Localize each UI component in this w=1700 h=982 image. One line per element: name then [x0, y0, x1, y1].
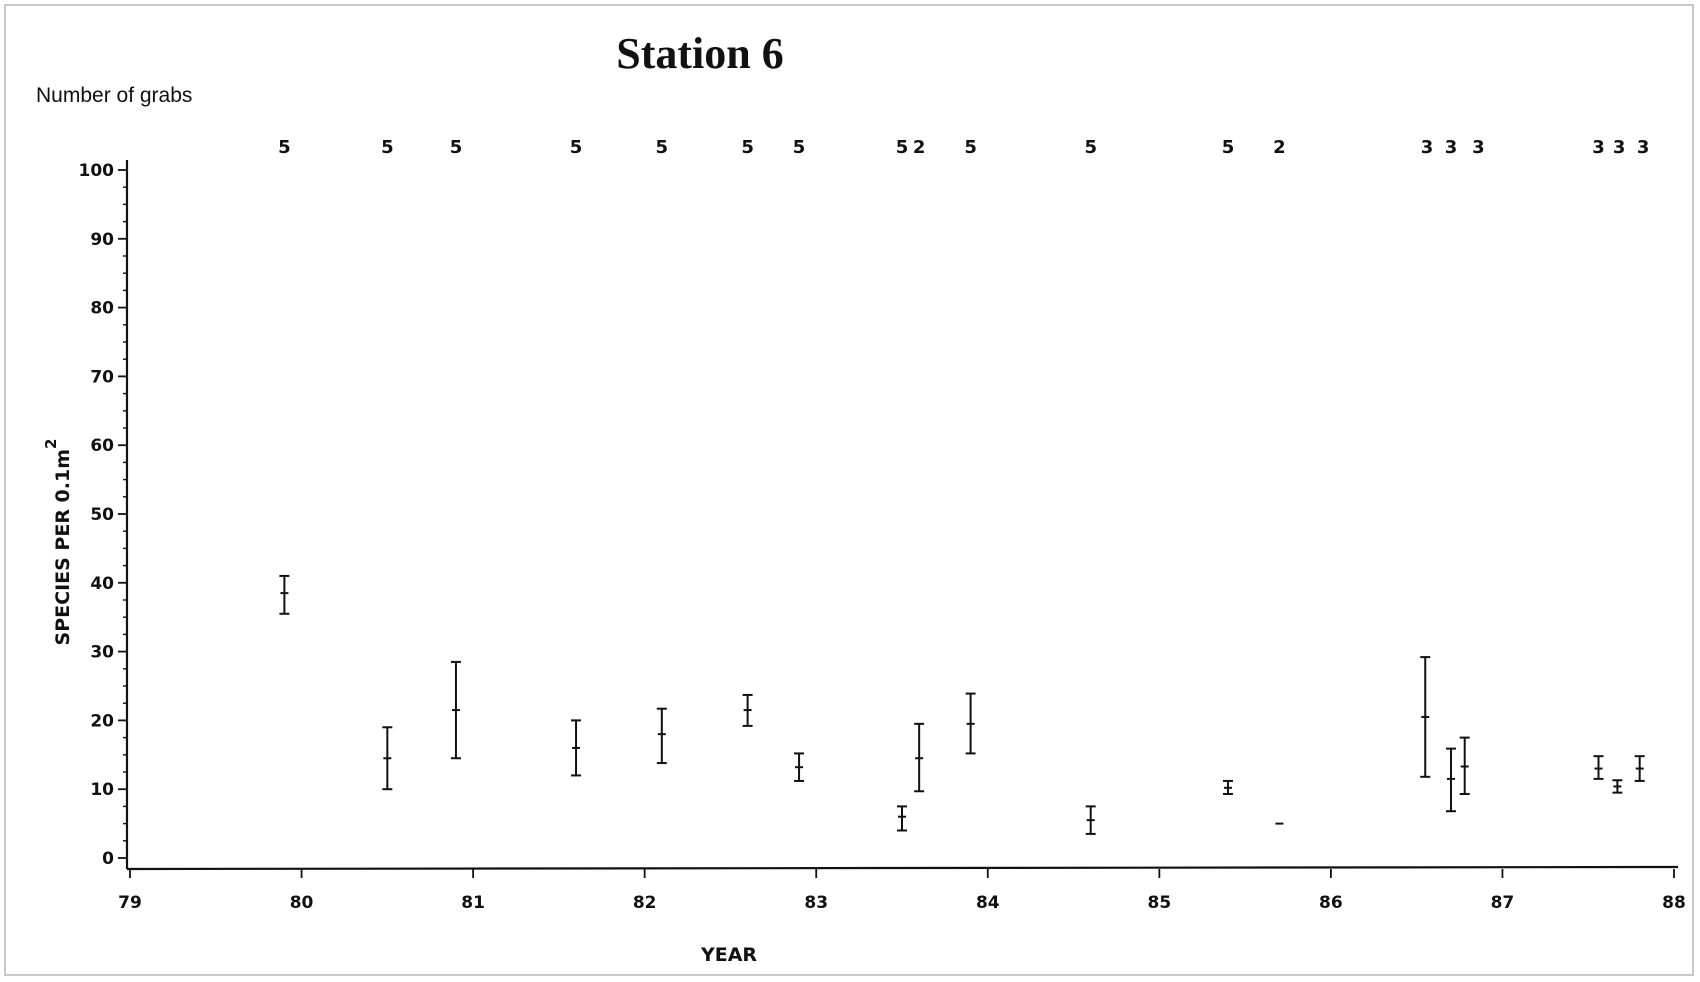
y-tick-label: 100	[79, 161, 115, 181]
y-tick-label: 60	[90, 436, 114, 456]
y-axis-title-group: SPECIES PER 0.1m2	[42, 439, 74, 646]
grab-count-label: 5	[896, 137, 909, 158]
grab-count-label: 5	[1222, 137, 1235, 158]
error-bar	[794, 752, 805, 782]
x-axis: 79 80 81 82 83 84 85 86 87 88	[118, 865, 1686, 913]
grab-count-label: 5	[1084, 137, 1097, 158]
y-tick-label: 50	[90, 505, 114, 525]
grab-count-label: 3	[1613, 137, 1626, 158]
grab-count-label: 5	[570, 137, 583, 158]
error-bar	[382, 726, 393, 791]
grab-count-label: 3	[1421, 137, 1434, 158]
x-tick-label: 80	[290, 893, 314, 913]
x-tick-label: 79	[118, 893, 142, 913]
grab-count-label: 3	[1637, 137, 1650, 158]
number-of-grabs-label: Number of grabs	[36, 84, 192, 107]
grab-count-label: 5	[381, 137, 394, 158]
x-axis-title: YEAR	[700, 944, 757, 966]
grab-count-label: 3	[1472, 137, 1485, 158]
y-axis-title-text: SPECIES PER 0.1m	[52, 449, 74, 646]
x-tick-label: 88	[1662, 893, 1686, 913]
error-bar	[914, 722, 925, 793]
grab-count-label: 5	[964, 137, 977, 158]
y-tick-label: 70	[90, 367, 114, 387]
x-axis-line	[126, 865, 1679, 871]
error-bar	[279, 574, 290, 615]
error-bar	[450, 660, 461, 760]
y-tick-label: 10	[90, 780, 114, 800]
y-axis-title-superscript: 2	[42, 439, 60, 449]
error-bar	[1445, 747, 1456, 813]
x-tick-label: 85	[1147, 893, 1171, 913]
y-tick-label: 90	[90, 230, 114, 250]
y-tick-label: 80	[90, 299, 114, 319]
error-bar	[1612, 779, 1623, 794]
x-tick-label: 87	[1491, 893, 1515, 913]
x-tick-label: 83	[804, 893, 828, 913]
x-tick-label: 86	[1319, 893, 1343, 913]
grab-count-label: 2	[913, 137, 926, 158]
y-tick-label: 0	[102, 849, 114, 869]
grab-count-label: 2	[1273, 137, 1286, 158]
y-tick-label: 20	[90, 711, 114, 731]
error-bar	[1593, 755, 1604, 780]
x-tick-label: 81	[461, 893, 485, 913]
chart-frame	[4, 4, 1694, 976]
error-bar	[571, 719, 582, 777]
y-tick-label: 40	[90, 574, 114, 594]
error-bar	[1459, 736, 1470, 796]
error-bars	[279, 574, 1645, 835]
error-bar	[1222, 779, 1233, 796]
error-bar	[1085, 805, 1096, 835]
grab-count-label: 5	[278, 137, 291, 158]
error-bar	[965, 692, 976, 755]
error-bar	[1420, 656, 1431, 778]
error-bar	[897, 805, 907, 832]
error-bar	[1634, 755, 1645, 782]
y-tick-label: 30	[90, 643, 114, 663]
grab-count-label: 5	[793, 137, 806, 158]
grab-count-label: 5	[741, 137, 754, 158]
y-axis-title: SPECIES PER 0.1m2	[42, 439, 74, 646]
error-bar	[656, 707, 667, 765]
grab-count-label: 3	[1445, 137, 1458, 158]
chart-title: Station 6	[616, 29, 783, 78]
x-tick-label: 82	[633, 893, 657, 913]
grab-count-label: 3	[1592, 137, 1605, 158]
y-axis: 0 10 20 30 40 50 60 70 80 90 100	[79, 160, 129, 869]
error-bar	[742, 693, 753, 727]
grab-count-label: 5	[450, 137, 463, 158]
x-tick-label: 84	[976, 893, 1000, 913]
grab-count-label: 5	[656, 137, 669, 158]
